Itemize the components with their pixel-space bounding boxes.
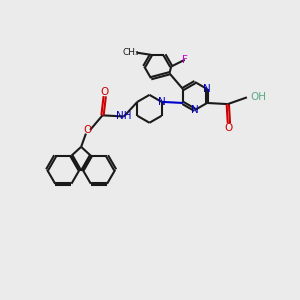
Text: N: N (191, 105, 199, 115)
Text: O: O (84, 125, 92, 135)
Text: F: F (182, 55, 188, 65)
Text: N: N (158, 97, 165, 107)
Text: O: O (225, 123, 233, 133)
Text: OH: OH (250, 92, 266, 102)
Text: N: N (203, 84, 211, 94)
Text: CH₃: CH₃ (123, 48, 139, 57)
Text: O: O (100, 87, 109, 97)
Text: NH: NH (116, 112, 132, 122)
